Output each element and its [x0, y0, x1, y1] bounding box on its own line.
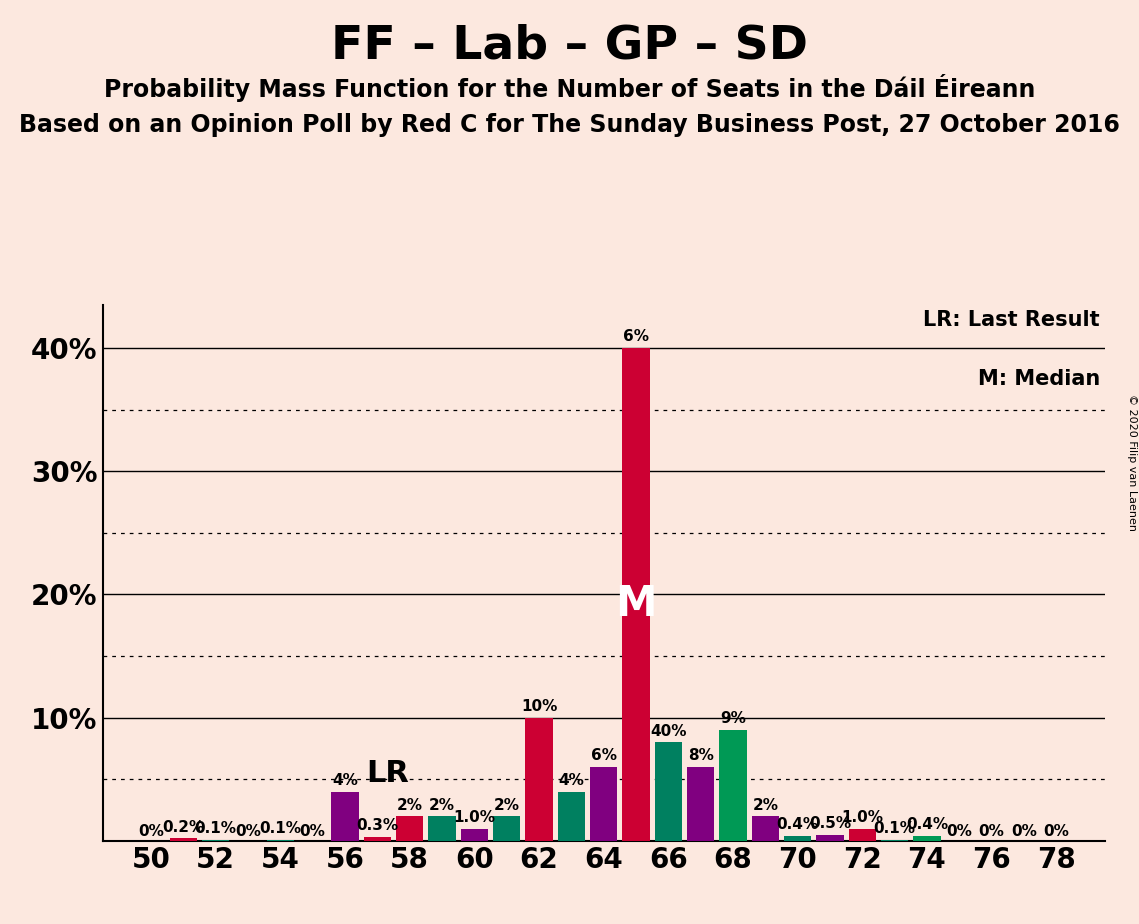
Text: © 2020 Filip van Laenen: © 2020 Filip van Laenen [1126, 394, 1137, 530]
Bar [880, 840, 909, 841]
Text: 0.4%: 0.4% [906, 817, 948, 833]
Bar [558, 792, 585, 841]
Text: 4%: 4% [333, 772, 358, 788]
Bar [655, 742, 682, 841]
Text: 0.1%: 0.1% [260, 821, 302, 836]
Text: 0.4%: 0.4% [777, 817, 819, 833]
Bar [460, 829, 489, 841]
Text: LR: Last Result: LR: Last Result [924, 310, 1100, 330]
Text: 0%: 0% [300, 824, 326, 839]
Text: M: M [615, 583, 657, 626]
Text: 2%: 2% [753, 797, 778, 812]
Bar [331, 792, 359, 841]
Bar [267, 840, 294, 841]
Text: 1.0%: 1.0% [453, 809, 495, 825]
Text: 9%: 9% [720, 711, 746, 726]
Text: 0%: 0% [978, 824, 1005, 839]
Bar [849, 829, 876, 841]
Bar [202, 840, 229, 841]
Text: 0%: 0% [947, 824, 973, 839]
Bar [170, 838, 197, 841]
Text: 0%: 0% [138, 824, 164, 839]
Text: 6%: 6% [591, 748, 616, 763]
Text: 0.1%: 0.1% [874, 821, 916, 836]
Text: 0%: 0% [235, 824, 261, 839]
Text: M: Median: M: Median [977, 370, 1100, 389]
Bar [719, 730, 747, 841]
Text: LR: LR [366, 759, 409, 788]
Bar [687, 767, 714, 841]
Text: 6%: 6% [623, 329, 649, 345]
Text: 2%: 2% [493, 797, 519, 812]
Text: 2%: 2% [429, 797, 454, 812]
Text: 0%: 0% [1011, 824, 1036, 839]
Text: Probability Mass Function for the Number of Seats in the Dáil Éireann: Probability Mass Function for the Number… [104, 74, 1035, 102]
Bar [590, 767, 617, 841]
Bar [784, 836, 811, 841]
Text: 40%: 40% [650, 723, 687, 738]
Text: 0.3%: 0.3% [357, 819, 399, 833]
Bar [817, 834, 844, 841]
Text: 8%: 8% [688, 748, 714, 763]
Text: 1.0%: 1.0% [842, 809, 884, 825]
Text: Based on an Opinion Poll by Red C for The Sunday Business Post, 27 October 2016: Based on an Opinion Poll by Red C for Th… [19, 113, 1120, 137]
Text: 0.1%: 0.1% [195, 821, 237, 836]
Text: 2%: 2% [396, 797, 423, 812]
Text: 4%: 4% [558, 772, 584, 788]
Text: 0.5%: 0.5% [809, 816, 851, 831]
Bar [752, 816, 779, 841]
Text: 0.2%: 0.2% [162, 820, 205, 834]
Bar [913, 836, 941, 841]
Bar [428, 816, 456, 841]
Bar [396, 816, 424, 841]
Text: 0%: 0% [1043, 824, 1070, 839]
Text: FF – Lab – GP – SD: FF – Lab – GP – SD [331, 23, 808, 68]
Bar [363, 837, 391, 841]
Bar [525, 718, 552, 841]
Text: 10%: 10% [521, 699, 557, 714]
Bar [493, 816, 521, 841]
Bar [622, 348, 649, 841]
